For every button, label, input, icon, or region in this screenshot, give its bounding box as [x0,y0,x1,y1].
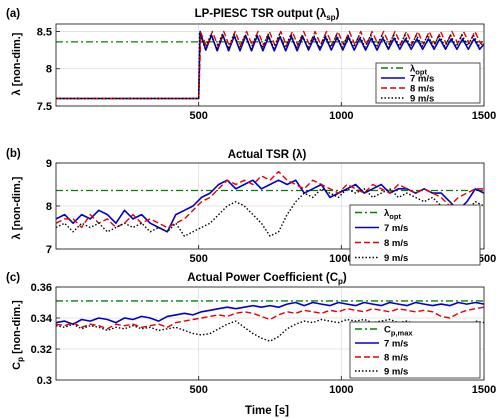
panel-b: (b) Actual TSR (λ) λ [non-dim.] 7 8 9 500 10… [6,148,496,266]
panel-c-xtick-label-1: 1000 [329,384,353,396]
panel-b-legend-box [349,204,481,266]
panel-a-axes-frame [55,23,485,107]
panel-c-legend-label-0: Cp,max [384,325,413,338]
panel-c-ytick-label-1: 0.32 [31,344,52,356]
panel-b-xtick-label-0: 500 [189,253,207,265]
panel-b-data [56,170,484,237]
x-axis-label: Time [s] [245,405,289,417]
panel-c-ytick-label-2: 0.34 [31,313,53,325]
panel-c-axes-frame [55,286,485,381]
panel-b-legend-label-3: 9 m/s [384,253,408,264]
panel-c-legend-box [349,321,481,379]
panel-c-title: Actual Power Coefficient (Cp) [187,272,347,286]
panel-c-ytick-label-3: 0.36 [31,282,52,294]
panel-b-label: (b) [6,148,21,160]
panel-a-legend-label-2: 8 m/s [410,84,434,95]
panel-c-series-7-m-s [56,301,484,326]
panel-a-series-9-m-s [56,32,484,100]
panel-b-series-8-m-s [56,170,484,229]
panel-c-xtick-label-0: 500 [189,384,207,396]
panel-c-ylabel: Cp [non-dim.] [11,300,25,370]
panel-a-data [56,30,484,100]
panel-c-label: (c) [6,272,20,284]
panel-a-legend-box [375,62,481,104]
panel-c-legend-label-3: 9 m/s [384,367,408,378]
panel-a-legend-label-1: 7 m/s [410,74,434,85]
panel-b-legend: λopt 7 m/s 8 m/s 9 m/s [349,204,481,266]
panel-a-title: LP-PIESC TSR output (λsp) [195,8,340,22]
panel-b-ylabel: λ [non-dim.] [11,176,23,239]
panel-a-ytick-label-2: 8.5 [37,26,52,38]
panel-b-ytick-label-1: 8 [46,201,52,213]
panel-c: (c) Actual Power Coefficient (Cp) Cp [no… [6,272,496,396]
panel-b-xtick-label-1: 1000 [329,253,353,265]
panel-a-legend-label-3: 9 m/s [410,94,434,105]
panel-c-xtick-label-2: 1500 [472,384,496,396]
panel-a-legend-label-0: λopt [410,64,427,77]
panel-a-label: (a) [6,8,20,20]
panel-c-ytick-label-0: 0.3 [37,375,52,387]
panel-a: (a) LP-PIESC TSR output (λsp) λ [non-dim… [6,8,496,122]
panel-b-ytick-label-0: 7 [46,244,52,256]
panel-b-series-9-m-s [56,188,484,237]
panel-a-xtick-label-0: 500 [189,110,207,122]
panel-b-legend-label-2: 8 m/s [384,238,408,249]
panel-c-legend-label-2: 8 m/s [384,353,408,364]
panel-b-legend-label-1: 7 m/s [384,223,408,234]
panel-a-ytick-label-0: 7.5 [37,101,52,113]
panel-b-title: Actual TSR (λ) [228,149,307,161]
panel-a-xtick-label-1: 1000 [329,110,353,122]
panel-a-ytick-label-1: 8 [46,64,52,76]
panel-a-ylabel: λ [non-dim.] [11,32,23,95]
panel-b-ytick-label-2: 9 [46,158,52,170]
panel-c-series-8-m-s [56,306,484,330]
panel-c-legend-label-1: 7 m/s [384,339,408,350]
panel-b-legend-label-0: λopt [384,208,401,221]
panel-a-xtick-label-2: 1500 [472,110,496,122]
